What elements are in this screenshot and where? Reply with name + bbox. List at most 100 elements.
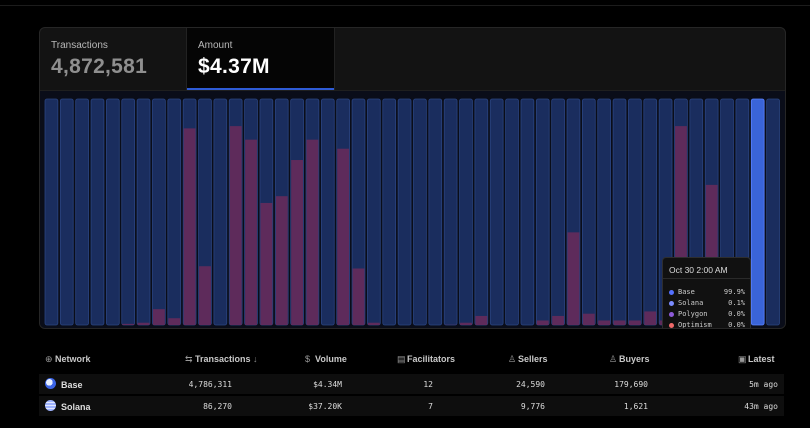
bar-base[interactable] xyxy=(551,98,565,326)
amount-tab[interactable]: Amount $4.37M xyxy=(186,28,335,90)
bar-base[interactable] xyxy=(413,98,427,326)
bar-base[interactable] xyxy=(320,98,335,326)
bar-optimism[interactable] xyxy=(644,311,657,325)
bar-optimism[interactable] xyxy=(536,320,549,325)
bar-optimism[interactable] xyxy=(306,139,319,325)
bar-optimism[interactable] xyxy=(199,266,211,325)
bar-optimism[interactable] xyxy=(705,184,718,325)
chart-bar-group[interactable] xyxy=(612,98,627,326)
chart-bar-group[interactable] xyxy=(413,98,427,326)
chart-bar-group[interactable] xyxy=(766,98,780,326)
transactions-tab[interactable]: Transactions 4,872,581 xyxy=(40,28,186,90)
chart-bar-group[interactable] xyxy=(597,98,612,326)
bar-base[interactable] xyxy=(382,98,397,326)
bar-base[interactable] xyxy=(474,98,489,326)
bar-base[interactable] xyxy=(213,98,228,326)
bar-base[interactable] xyxy=(459,98,473,326)
bar-base[interactable] xyxy=(167,98,182,326)
bar-optimism[interactable] xyxy=(168,318,181,325)
chart-bar-group[interactable] xyxy=(213,98,228,326)
chart-bar-group[interactable] xyxy=(90,98,105,326)
chart-bar-group[interactable] xyxy=(520,98,535,326)
chart-bar-group[interactable] xyxy=(274,98,289,326)
chart-area[interactable]: Oct 30 2:00 AM Base 99.9% Solana 0.1% Po… xyxy=(40,90,785,328)
bar-optimism[interactable] xyxy=(552,315,565,325)
bar-base[interactable] xyxy=(106,98,120,326)
chart-bar-group[interactable] xyxy=(290,98,304,326)
chart-bar-group[interactable] xyxy=(551,98,565,326)
bar-base[interactable] xyxy=(766,98,780,326)
chart-bar-group[interactable] xyxy=(305,98,320,326)
chart-bar-group[interactable] xyxy=(750,98,765,326)
bar-optimism[interactable] xyxy=(245,139,257,325)
bar-optimism[interactable] xyxy=(367,322,380,325)
chart-bar-group[interactable] xyxy=(535,98,550,326)
chart-bar-group[interactable] xyxy=(428,98,443,326)
bar-optimism[interactable] xyxy=(152,309,165,325)
chart-bar-group[interactable] xyxy=(351,98,366,326)
chart-bar-group[interactable] xyxy=(106,98,120,326)
bar-base[interactable] xyxy=(628,98,642,326)
bar-base[interactable] xyxy=(643,98,658,326)
chart-bar-group[interactable] xyxy=(136,98,151,326)
chart-bar-group[interactable] xyxy=(628,98,642,326)
bar-optimism[interactable] xyxy=(475,315,488,325)
bar-base[interactable] xyxy=(535,98,550,326)
chart-bar-group[interactable] xyxy=(121,98,136,326)
header-sellers[interactable]: ♙ Sellers xyxy=(508,354,548,365)
bar-base[interactable] xyxy=(152,98,166,326)
chart-bar-group[interactable] xyxy=(198,98,212,326)
bar-base[interactable] xyxy=(505,98,519,326)
bar-optimism[interactable] xyxy=(137,322,150,325)
table-row[interactable]: Solana 86,270 $37.20K 7 9,776 1,621 43m … xyxy=(39,396,784,416)
bar-base[interactable] xyxy=(750,98,765,326)
chart-bar-group[interactable] xyxy=(397,98,412,326)
bar-optimism[interactable] xyxy=(337,148,350,325)
table-row[interactable]: Base 4,786,311 $4.34M 12 24,590 179,690 … xyxy=(39,374,784,394)
chart-bar-group[interactable] xyxy=(566,98,581,326)
bar-optimism[interactable] xyxy=(122,323,135,325)
bar-base[interactable] xyxy=(121,98,136,326)
bar-base[interactable] xyxy=(489,98,504,326)
header-facilitators[interactable]: ▤Facilitators xyxy=(397,354,455,365)
bar-optimism[interactable] xyxy=(291,160,304,325)
bar-optimism[interactable] xyxy=(628,320,641,325)
chart-bar-group[interactable] xyxy=(244,98,258,326)
bar-base[interactable] xyxy=(75,98,89,326)
chart-bar-group[interactable] xyxy=(152,98,166,326)
header-volume[interactable]: $ Volume xyxy=(305,354,347,364)
bar-base[interactable] xyxy=(597,98,612,326)
bar-optimism[interactable] xyxy=(567,232,580,325)
bar-optimism[interactable] xyxy=(183,128,196,325)
bar-optimism[interactable] xyxy=(229,126,242,325)
bar-optimism[interactable] xyxy=(260,202,273,325)
bar-base[interactable] xyxy=(90,98,105,326)
bar-optimism[interactable] xyxy=(613,320,626,325)
bar-base[interactable] xyxy=(397,98,412,326)
chart-bar-group[interactable] xyxy=(505,98,519,326)
chart-bar-group[interactable] xyxy=(581,98,596,326)
chart-bar-group[interactable] xyxy=(474,98,489,326)
bar-optimism[interactable] xyxy=(582,313,595,325)
header-latest[interactable]: ▣Latest xyxy=(738,354,775,365)
bar-optimism[interactable] xyxy=(275,196,288,325)
bar-base[interactable] xyxy=(44,98,59,326)
chart-bar-group[interactable] xyxy=(182,98,197,326)
bar-optimism[interactable] xyxy=(352,268,365,326)
chart-bar-group[interactable] xyxy=(167,98,182,326)
chart-bar-group[interactable] xyxy=(643,98,658,326)
bar-base[interactable] xyxy=(367,98,381,326)
chart-bar-group[interactable] xyxy=(259,98,274,326)
bar-base[interactable] xyxy=(428,98,443,326)
header-network[interactable]: ⊕ Network xyxy=(45,354,91,365)
chart-bar-group[interactable] xyxy=(75,98,89,326)
bar-optimism[interactable] xyxy=(675,126,687,325)
bar-optimism[interactable] xyxy=(598,320,611,325)
chart-bar-group[interactable] xyxy=(489,98,504,326)
bar-base[interactable] xyxy=(612,98,627,326)
chart-bar-group[interactable] xyxy=(228,98,243,326)
bar-base[interactable] xyxy=(136,98,151,326)
bar-base[interactable] xyxy=(581,98,596,326)
chart-bar-group[interactable] xyxy=(443,98,458,326)
chart-bar-group[interactable] xyxy=(382,98,397,326)
